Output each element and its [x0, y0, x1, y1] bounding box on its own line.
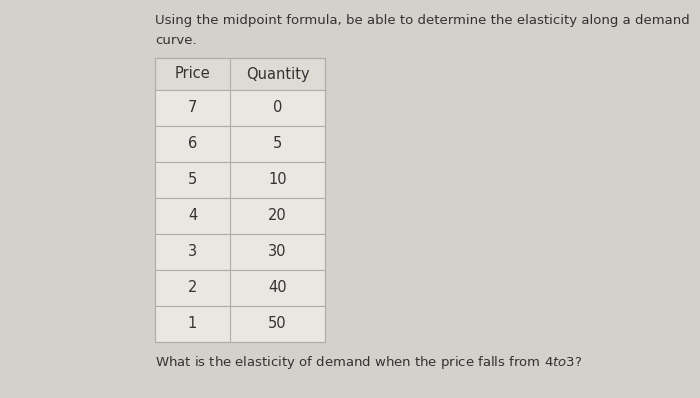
- Text: 0: 0: [273, 101, 282, 115]
- Text: 6: 6: [188, 137, 197, 152]
- Text: Price: Price: [174, 66, 211, 82]
- Text: 30: 30: [268, 244, 287, 259]
- Bar: [155, 90, 325, 126]
- Text: curve.: curve.: [155, 34, 197, 47]
- Text: 40: 40: [268, 281, 287, 295]
- Bar: [155, 58, 325, 342]
- Text: Quantity: Quantity: [246, 66, 309, 82]
- Text: 1: 1: [188, 316, 197, 332]
- Text: 4: 4: [188, 209, 197, 224]
- Text: 10: 10: [268, 172, 287, 187]
- Bar: [155, 306, 325, 342]
- Bar: [155, 162, 325, 198]
- Text: Using the midpoint formula, be able to determine the elasticity along a demand: Using the midpoint formula, be able to d…: [155, 14, 690, 27]
- Bar: [155, 198, 325, 234]
- Text: 2: 2: [188, 281, 197, 295]
- Text: 5: 5: [273, 137, 282, 152]
- Text: 50: 50: [268, 316, 287, 332]
- Bar: [155, 270, 325, 306]
- Text: 3: 3: [188, 244, 197, 259]
- Bar: [155, 126, 325, 162]
- Text: 7: 7: [188, 101, 197, 115]
- Bar: [155, 58, 325, 90]
- Text: 5: 5: [188, 172, 197, 187]
- Text: What is the elasticity of demand when the price falls from $4 to $3?: What is the elasticity of demand when th…: [155, 354, 582, 371]
- Text: 20: 20: [268, 209, 287, 224]
- Bar: [155, 234, 325, 270]
